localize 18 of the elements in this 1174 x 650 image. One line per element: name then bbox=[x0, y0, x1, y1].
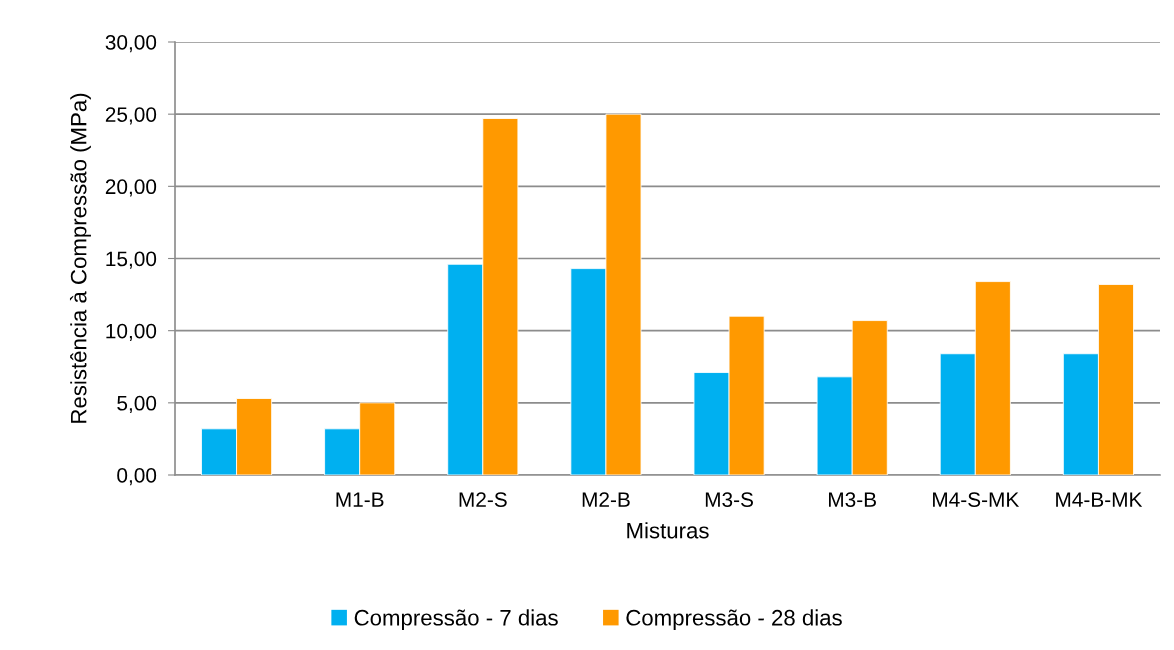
y-tick-label: 30,00 bbox=[105, 35, 157, 53]
y-tick-label: 5,00 bbox=[117, 395, 157, 414]
legend-label: Compressão - 7 dias bbox=[354, 609, 558, 630]
x-tick-label: M2-B bbox=[582, 492, 630, 507]
x-tick-label: M3-S bbox=[705, 492, 753, 507]
y-tick-label: 10,00 bbox=[106, 323, 157, 341]
x-tick-label: M4-S-MK bbox=[933, 492, 1020, 507]
y-tick-label: 20,00 bbox=[105, 179, 157, 197]
x-axis-title: Misturas bbox=[627, 522, 709, 539]
x-tick-label: M2-S bbox=[459, 492, 507, 507]
y-tick-label: 25,00 bbox=[105, 107, 157, 125]
x-tick-label: M4-B-MK bbox=[1056, 492, 1143, 507]
y-tick-label: 0,00 bbox=[117, 468, 157, 486]
x-tick-label: M1-B bbox=[336, 492, 384, 507]
y-tick-label: 15,00 bbox=[106, 251, 157, 269]
y-axis-title: Resistência à Compressão (MPa) bbox=[69, 93, 91, 423]
legend-label: Compressão - 28 dias bbox=[626, 609, 842, 630]
x-tick-label: M3-B bbox=[829, 492, 876, 507]
